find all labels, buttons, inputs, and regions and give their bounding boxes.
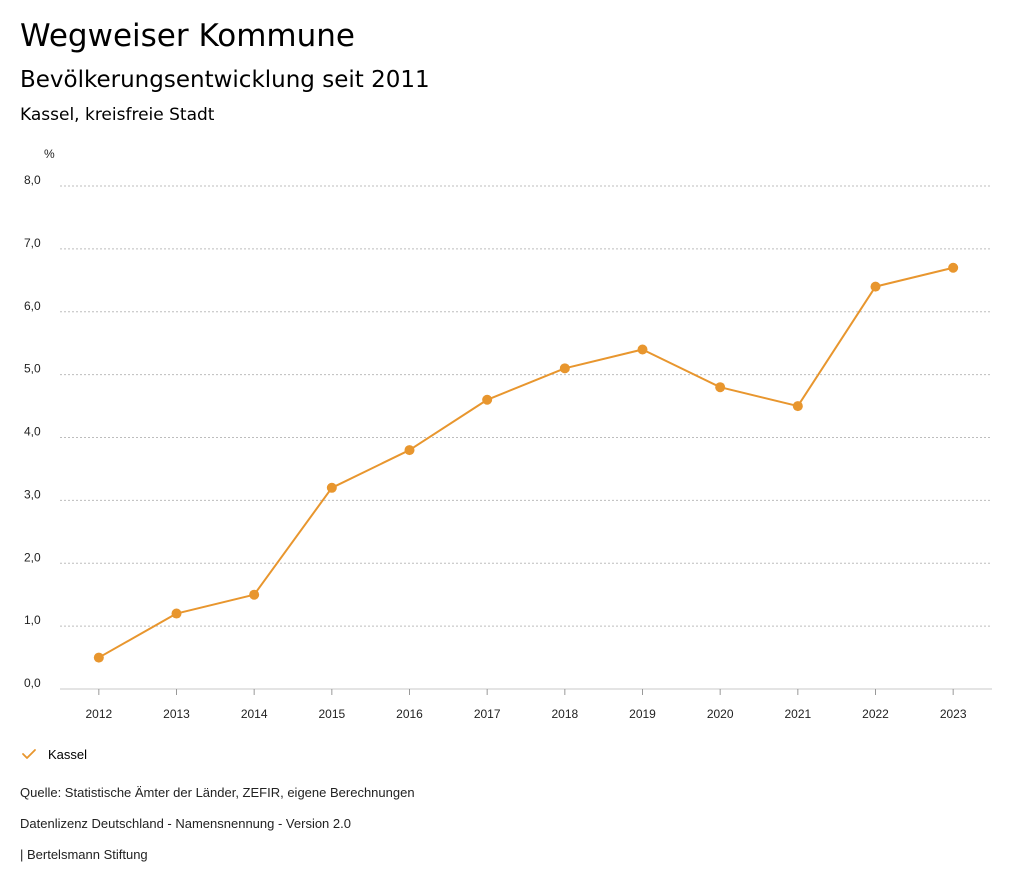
- source-note: Quelle: Statistische Ämter der Länder, Z…: [20, 785, 415, 800]
- data-point[interactable]: [948, 262, 959, 273]
- page-title: Wegweiser Kommune: [20, 18, 355, 54]
- y-tick-label: 8,0: [24, 173, 41, 187]
- y-axis-ticks: 0,0 1,0 2,0 3,0 4,0 5,0 6,0 7,0 8,0: [24, 173, 41, 690]
- x-tick-label: 2019: [629, 707, 656, 721]
- data-point[interactable]: [637, 344, 648, 355]
- data-point[interactable]: [404, 445, 415, 456]
- x-tick-label: 2017: [474, 707, 501, 721]
- x-tick-label: 2023: [940, 707, 967, 721]
- y-tick-label: 3,0: [24, 487, 41, 501]
- page-subtitle: Bevölkerungsentwicklung seit 2011: [20, 67, 430, 93]
- data-point[interactable]: [870, 281, 881, 292]
- data-point[interactable]: [171, 608, 182, 619]
- data-point[interactable]: [482, 394, 493, 405]
- data-point[interactable]: [326, 482, 337, 493]
- x-tick-label: 2021: [784, 707, 811, 721]
- x-tick-label: 2022: [862, 707, 889, 721]
- data-point[interactable]: [715, 382, 726, 393]
- y-tick-label: 5,0: [24, 362, 41, 376]
- y-unit-label: %: [44, 147, 55, 161]
- data-point[interactable]: [559, 363, 570, 374]
- line-chart: % 0,01,02,03,04,05,06,07,08,0 2012 2013 20…: [24, 147, 992, 721]
- data-point[interactable]: [93, 652, 104, 663]
- x-tick-label: 2014: [241, 707, 268, 721]
- x-tick-label: 2015: [318, 707, 345, 721]
- y-tick-label: 4,0: [24, 425, 41, 439]
- data-point[interactable]: [249, 589, 260, 600]
- region-label: Kassel, kreisfreie Stadt: [20, 105, 215, 125]
- x-tick-label: 2018: [551, 707, 578, 721]
- x-tick-label: 2012: [85, 707, 112, 721]
- y-tick-label: 1,0: [24, 613, 41, 627]
- x-tick-label: 2013: [163, 707, 190, 721]
- y-tick-label: 6,0: [24, 299, 41, 313]
- series-line: [98, 266, 954, 659]
- x-tick-label: 2016: [396, 707, 423, 721]
- legend[interactable]: Kassel: [20, 744, 87, 764]
- y-tick-label: 0,0: [24, 676, 41, 690]
- y-tick-label: 2,0: [24, 550, 41, 564]
- credit-note: | Bertelsmann Stiftung: [20, 847, 148, 862]
- y-tick-label: 7,0: [24, 236, 41, 250]
- x-tick-label: 2020: [707, 707, 734, 721]
- series-layer: [93, 262, 959, 663]
- x-axis-ticks: 2012 2013 2014 2015 2016 2017 2018 2019 2020 2021…: [85, 689, 967, 721]
- legend-item-kassel: Kassel: [48, 746, 88, 762]
- grid-lines: [60, 185, 992, 690]
- data-point[interactable]: [792, 401, 803, 412]
- check-icon: [22, 749, 36, 759]
- license-note: Datenlizenz Deutschland - Namensnennung …: [20, 816, 351, 831]
